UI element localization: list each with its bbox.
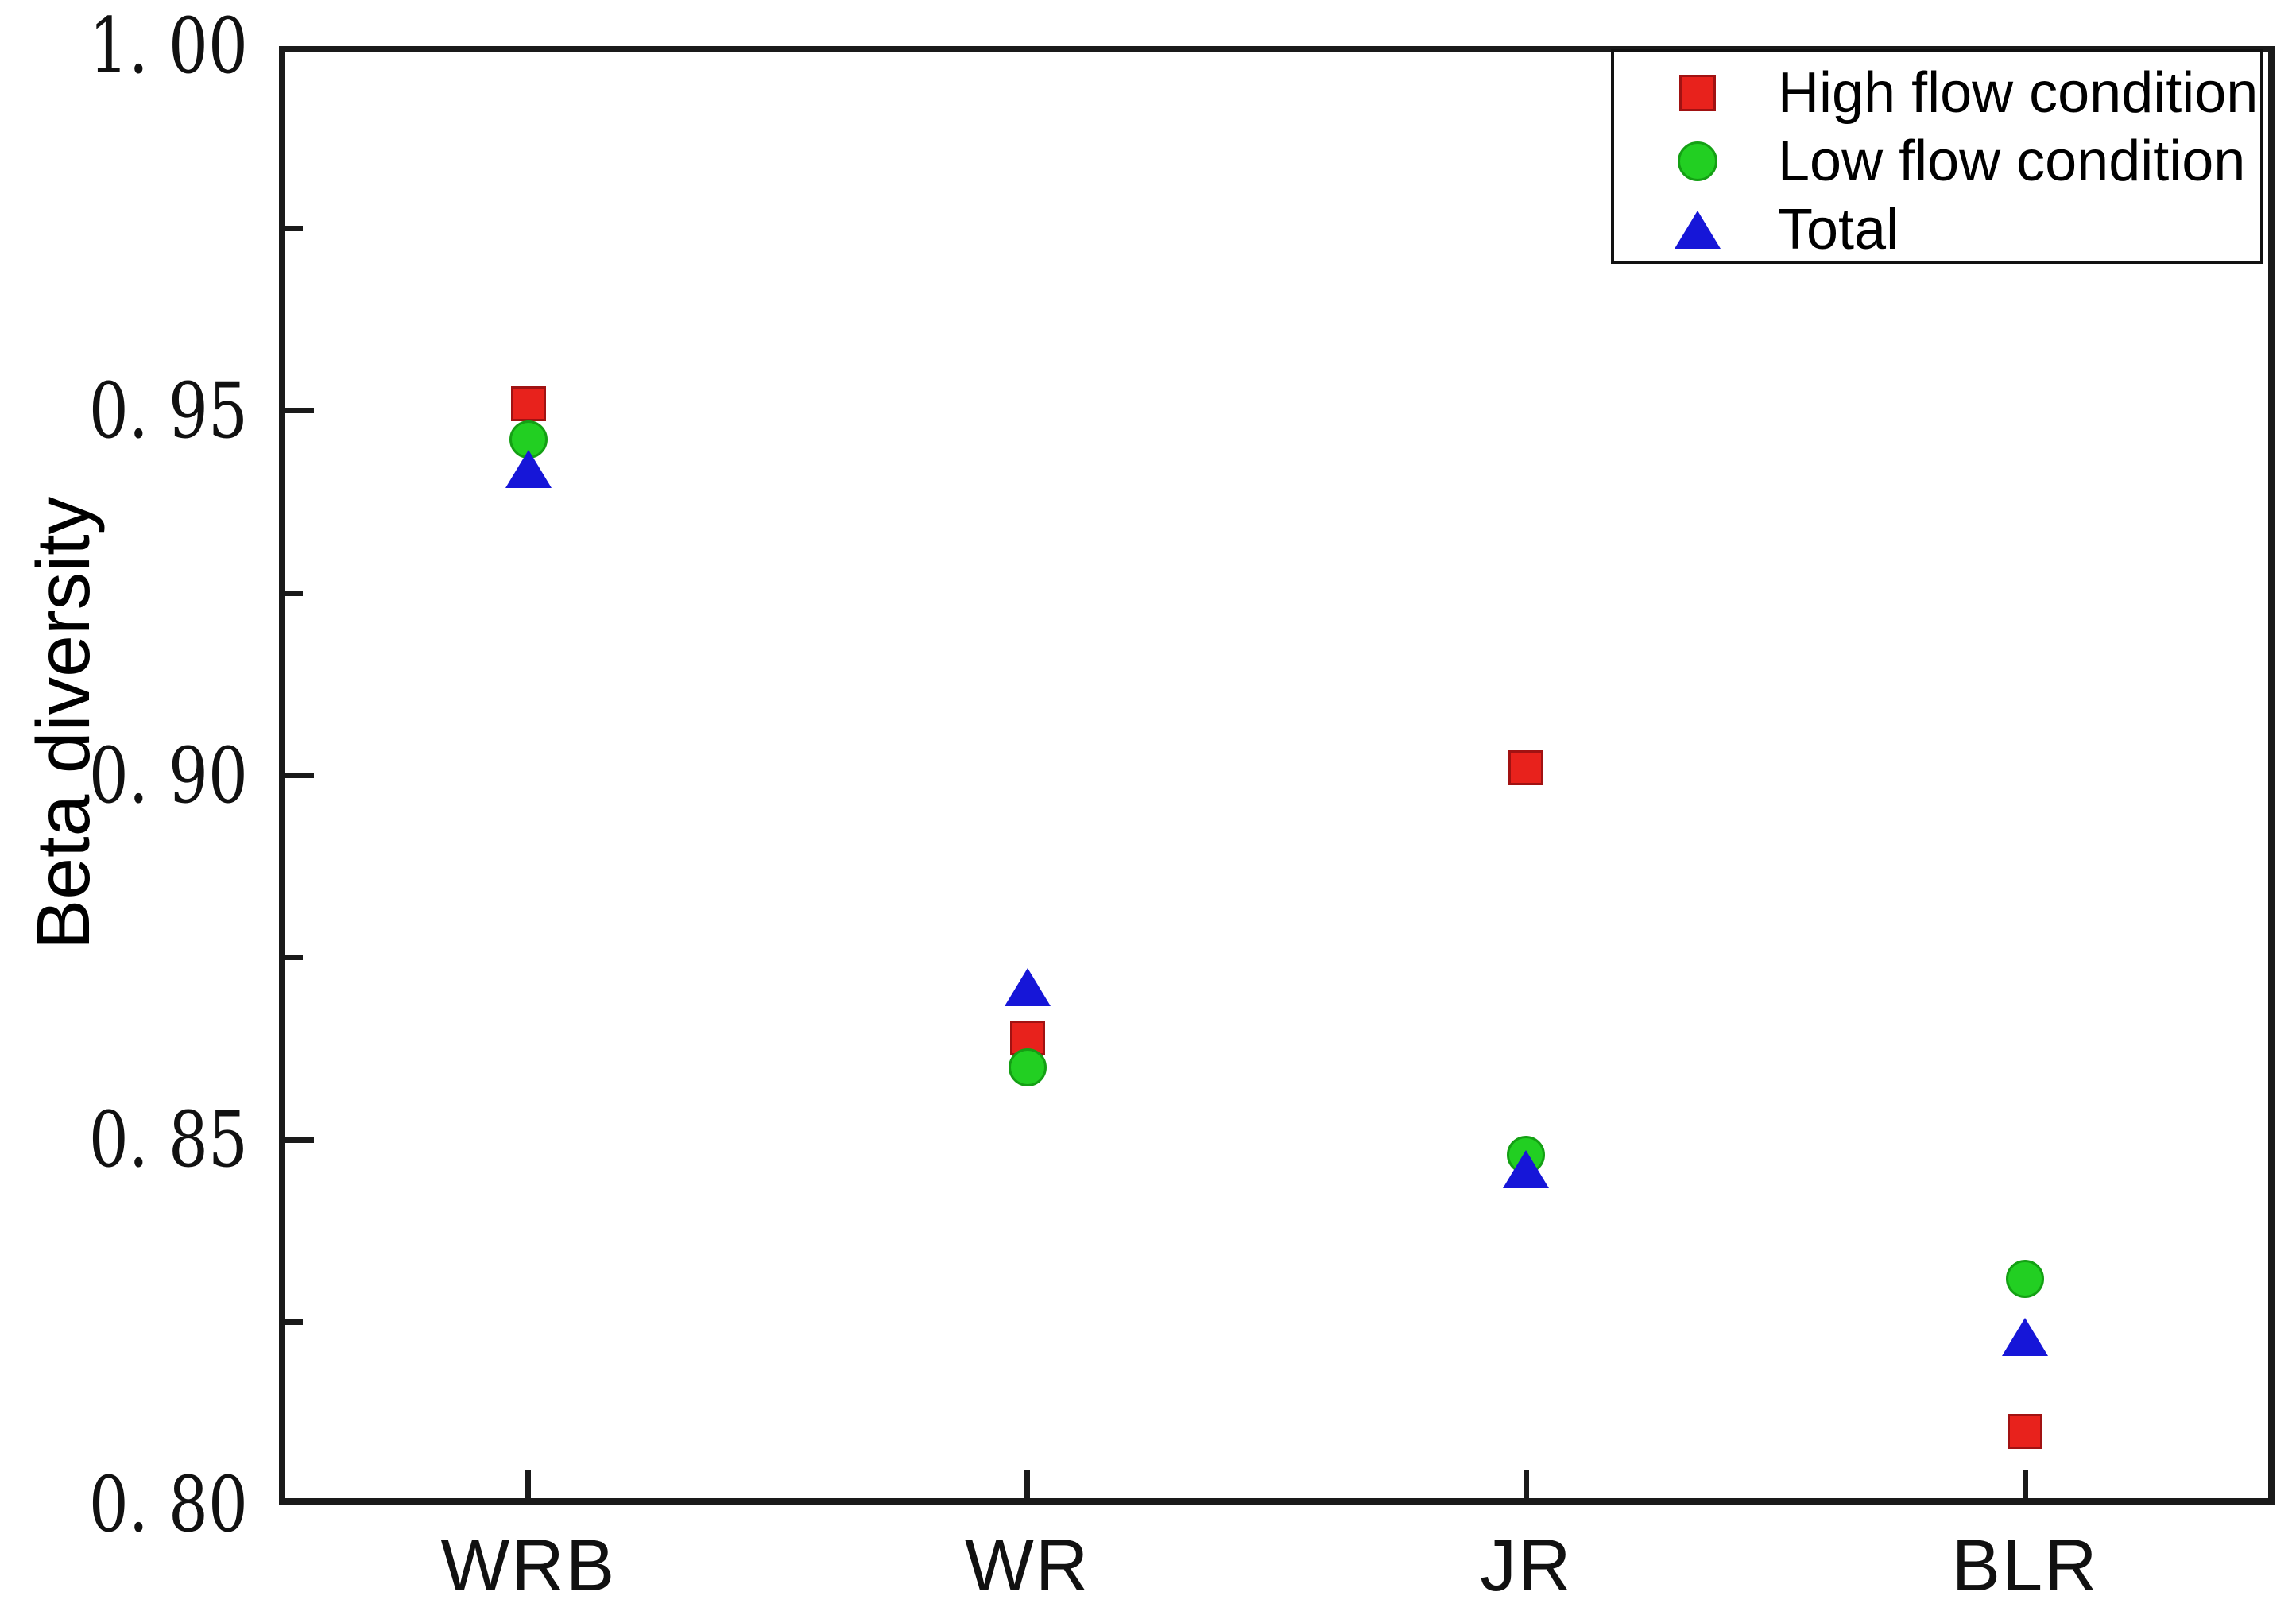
data-point-circle (2006, 1259, 2045, 1298)
y-minor-tick (285, 590, 303, 596)
y-tick-label: 0. 80 (88, 1460, 248, 1549)
x-category-label: WR (964, 1525, 1090, 1606)
legend-label: Low flow condition (1778, 130, 2246, 193)
legend-item-low-flow: Low flow condition (1614, 127, 2260, 196)
y-tick-label: 0. 90 (88, 730, 248, 820)
legend-item-total: Total (1614, 196, 2260, 264)
y-major-tick (285, 773, 314, 778)
y-minor-tick (285, 225, 303, 231)
x-category-label: JR (1480, 1525, 1573, 1606)
y-axis-title: Beta diversity (21, 496, 106, 951)
x-category-label: BLR (1951, 1525, 2099, 1606)
y-minor-tick (285, 955, 303, 961)
data-point-circle (1008, 1048, 1047, 1086)
legend-item-high-flow: High flow condition (1614, 59, 2260, 127)
y-minor-tick (285, 1319, 303, 1326)
legend-label: High flow condition (1778, 61, 2259, 125)
x-category-tick (525, 1470, 532, 1498)
data-point-square (1508, 750, 1544, 786)
data-point-triangle (1004, 967, 1051, 1006)
circle-marker-icon (1678, 141, 1717, 181)
data-point-triangle (2002, 1317, 2049, 1356)
x-category-tick (2022, 1470, 2028, 1498)
y-tick-label: 1. 00 (88, 2, 248, 91)
data-point-square (2008, 1414, 2043, 1450)
triangle-marker-icon (1675, 211, 1721, 249)
x-category-tick (1523, 1470, 1529, 1498)
y-tick-label: 0. 95 (88, 366, 248, 455)
data-point-triangle (505, 450, 552, 489)
data-point-triangle (1503, 1149, 1550, 1188)
y-tick-label: 0. 85 (88, 1095, 248, 1185)
x-category-label: WRB (440, 1525, 617, 1606)
y-major-tick (285, 1137, 314, 1143)
legend-label: Total (1778, 198, 1899, 261)
square-marker-icon (1679, 75, 1716, 111)
plot-area (279, 46, 2275, 1505)
data-point-square (510, 385, 546, 421)
legend-box: High flow condition Low flow condition T… (1611, 49, 2263, 264)
x-category-tick (1024, 1470, 1031, 1498)
y-major-tick (285, 408, 314, 414)
